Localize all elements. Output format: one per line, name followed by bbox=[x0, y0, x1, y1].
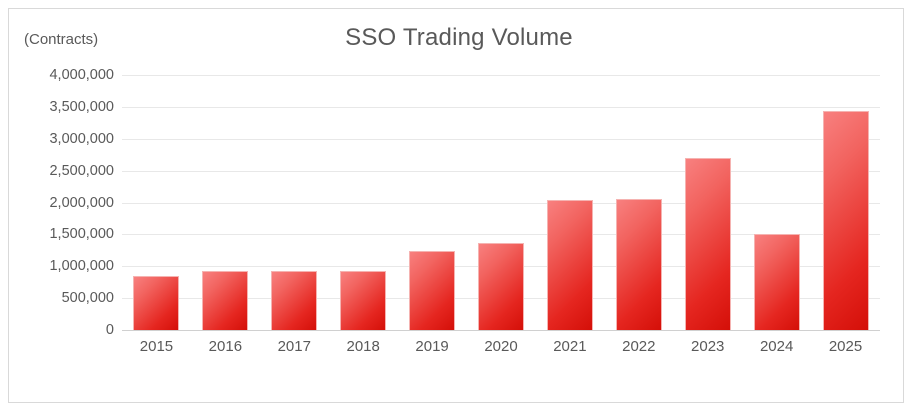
bar[interactable] bbox=[753, 234, 800, 330]
bar[interactable] bbox=[478, 243, 524, 330]
bar[interactable] bbox=[133, 276, 180, 330]
x-axis-tick-label: 2018 bbox=[346, 338, 380, 355]
y-axis-tick-label: 3,000,000 bbox=[49, 130, 114, 147]
y-axis-tick-label: 4,000,000 bbox=[49, 67, 114, 83]
chart-border-left bbox=[8, 8, 9, 403]
gridline bbox=[122, 170, 880, 172]
bar[interactable] bbox=[202, 271, 249, 330]
bar[interactable] bbox=[409, 250, 456, 330]
y-axis-tick-label: 1,000,000 bbox=[49, 258, 114, 275]
y-axis-tick-label: 1,500,000 bbox=[49, 226, 114, 243]
bar[interactable] bbox=[822, 110, 869, 330]
x-axis-tick-label: 2017 bbox=[277, 338, 311, 355]
bar[interactable] bbox=[546, 199, 593, 330]
gridline bbox=[122, 75, 880, 76]
x-axis-tick-label: 2021 bbox=[553, 338, 587, 355]
x-axis-tick-label: 2019 bbox=[415, 338, 449, 355]
x-axis-tick-label: 2016 bbox=[208, 338, 243, 355]
x-axis-tick-labels: 2015 2016 2017 2018 2019 2020 2021 2022 2023 2024… bbox=[122, 338, 880, 362]
x-axis-tick-label: 2015 bbox=[139, 338, 174, 355]
chart-border-right bbox=[903, 8, 904, 403]
gridline bbox=[122, 202, 880, 204]
chart-border-bottom bbox=[8, 402, 904, 403]
chart-title: SSO Trading Volume bbox=[345, 24, 573, 51]
gridline bbox=[122, 234, 880, 236]
y-axis-tick-label: 2,000,000 bbox=[49, 194, 114, 211]
bar[interactable] bbox=[340, 271, 387, 330]
y-axis-tick-label: 2,500,000 bbox=[49, 162, 114, 179]
y-axis-unit-label: (Contracts) bbox=[24, 31, 99, 48]
y-axis-tick-label: 500,000 bbox=[61, 290, 114, 307]
x-axis-tick-label: 2020 bbox=[484, 338, 518, 355]
y-axis-tick-label: 3,500,000 bbox=[49, 98, 114, 115]
x-axis-tick-label: 2022 bbox=[622, 338, 656, 355]
bar[interactable] bbox=[615, 198, 662, 330]
bar[interactable] bbox=[684, 157, 731, 330]
x-axis-tick-label: 2023 bbox=[691, 338, 725, 355]
x-axis-tick-label: 2024 bbox=[759, 338, 794, 355]
bars-layer bbox=[122, 75, 880, 330]
chart-border-top bbox=[8, 8, 904, 9]
x-axis-tick-label: 2025 bbox=[828, 338, 863, 355]
bar[interactable] bbox=[271, 271, 318, 330]
gridline bbox=[122, 330, 880, 331]
y-axis-tick-labels: 4,000,000 3,500,000 3,000,000 2,500,000 2,00… bbox=[4, 67, 114, 338]
gridline bbox=[122, 138, 880, 140]
y-axis-tick-label: 0 bbox=[105, 322, 114, 338]
gridline bbox=[122, 106, 880, 108]
